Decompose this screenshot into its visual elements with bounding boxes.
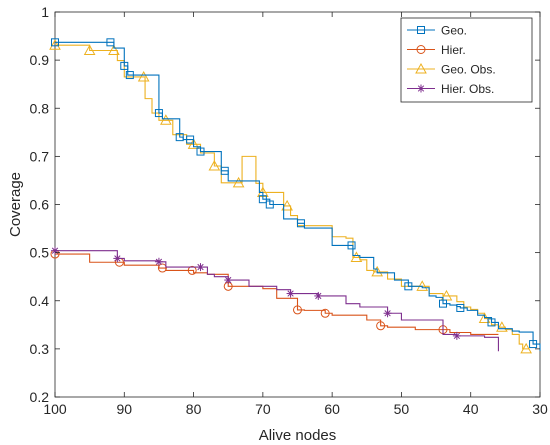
y-tick-label: 0.5: [30, 245, 50, 261]
legend-label: Geo.: [441, 24, 467, 38]
x-tick-label: 50: [394, 401, 410, 417]
data-point-triangle: [49, 39, 61, 50]
data-point-square: [456, 303, 465, 312]
legend-entry: Hier. Obs.: [407, 82, 494, 96]
data-point-triangle: [371, 265, 384, 277]
data-point-square: [125, 71, 134, 80]
data-point-square: [175, 133, 184, 142]
y-axis-label: Coverage: [7, 172, 24, 237]
data-point-asterisk: [154, 257, 163, 266]
data-point-asterisk: [383, 309, 392, 318]
data-point-square: [347, 241, 356, 250]
data-point-square: [487, 318, 496, 327]
data-point-asterisk: [196, 263, 205, 272]
series-hier-obs: [51, 246, 499, 352]
legend-label: Geo. Obs.: [441, 63, 496, 77]
data-point-circle: [320, 308, 330, 318]
y-tick-label: 0.4: [30, 293, 50, 309]
y-tick-label: 0.7: [30, 148, 50, 164]
data-point-triangle: [350, 251, 363, 262]
data-point-triangle: [137, 70, 150, 82]
data-point-triangle: [160, 114, 172, 125]
data-point-square: [417, 26, 425, 34]
legend: Geo. Hier. Geo. Obs. Hier. Obs.: [400, 17, 533, 103]
x-tick-label: 70: [255, 401, 271, 417]
data-point-circle: [293, 305, 302, 315]
y-tick-label: 0.2: [30, 389, 50, 405]
data-point-triangle: [187, 138, 200, 149]
data-point-circle: [376, 321, 386, 331]
y-tick-label: 1: [41, 4, 49, 20]
data-point-triangle: [108, 44, 120, 55]
legend-entry: Hier.: [407, 43, 466, 57]
x-tick-label: 90: [116, 401, 132, 417]
data-point-asterisk: [286, 289, 295, 298]
y-tick-label: 0.8: [30, 100, 50, 116]
legend-entry: Geo. Obs.: [407, 63, 496, 77]
data-point-triangle: [415, 62, 427, 74]
x-tick-label: 100: [43, 401, 67, 417]
data-point-square: [51, 38, 59, 47]
data-point-circle: [416, 45, 426, 54]
series-line: [55, 253, 499, 335]
series-hier: [50, 249, 499, 335]
data-point-triangle: [281, 199, 293, 211]
data-point-square: [258, 195, 267, 204]
x-axis: 100 90 80 70 60 50 40 30: [43, 12, 548, 417]
data-point-triangle: [520, 342, 532, 354]
x-tick-label: 80: [186, 401, 202, 417]
data-point-triangle: [496, 321, 508, 332]
data-point-asterisk: [417, 84, 425, 93]
series-line: [55, 41, 541, 351]
y-tick-label: 0.9: [30, 52, 50, 68]
data-point-square: [120, 61, 129, 70]
data-point-square: [529, 340, 538, 349]
data-point-square: [154, 109, 163, 118]
data-point-square: [265, 200, 274, 209]
y-tick-label: 0.6: [30, 197, 50, 213]
x-tick-label: 40: [463, 401, 479, 417]
data-point-square: [404, 282, 413, 291]
legend-entry: Geo.: [407, 24, 467, 38]
x-tick-label: 60: [324, 401, 340, 417]
series-geo: [51, 38, 541, 351]
y-axis: 0.2 0.3 0.4 0.5 0.6 0.7 0.8 0.9 1: [30, 4, 540, 405]
data-point-circle: [157, 263, 167, 273]
legend-label: Hier.: [441, 43, 466, 57]
x-axis-label: Alive nodes: [259, 427, 337, 444]
data-point-square: [296, 219, 305, 228]
data-point-asterisk: [452, 331, 461, 340]
legend-label: Hier. Obs.: [441, 82, 494, 96]
data-point-square: [196, 147, 205, 156]
data-point-triangle: [232, 176, 245, 188]
data-point-asterisk: [314, 291, 323, 300]
data-point-square: [220, 166, 229, 175]
data-point-square: [186, 135, 195, 144]
data-point-square: [439, 299, 447, 308]
data-point-asterisk: [224, 276, 233, 285]
y-tick-label: 0.3: [30, 341, 50, 357]
data-point-triangle: [83, 44, 96, 55]
x-tick-label: 30: [532, 401, 548, 417]
data-point-asterisk: [51, 246, 59, 255]
data-point-triangle: [208, 159, 221, 171]
data-point-asterisk: [113, 254, 122, 263]
data-point-circle: [187, 265, 197, 275]
data-point-square: [106, 38, 115, 47]
